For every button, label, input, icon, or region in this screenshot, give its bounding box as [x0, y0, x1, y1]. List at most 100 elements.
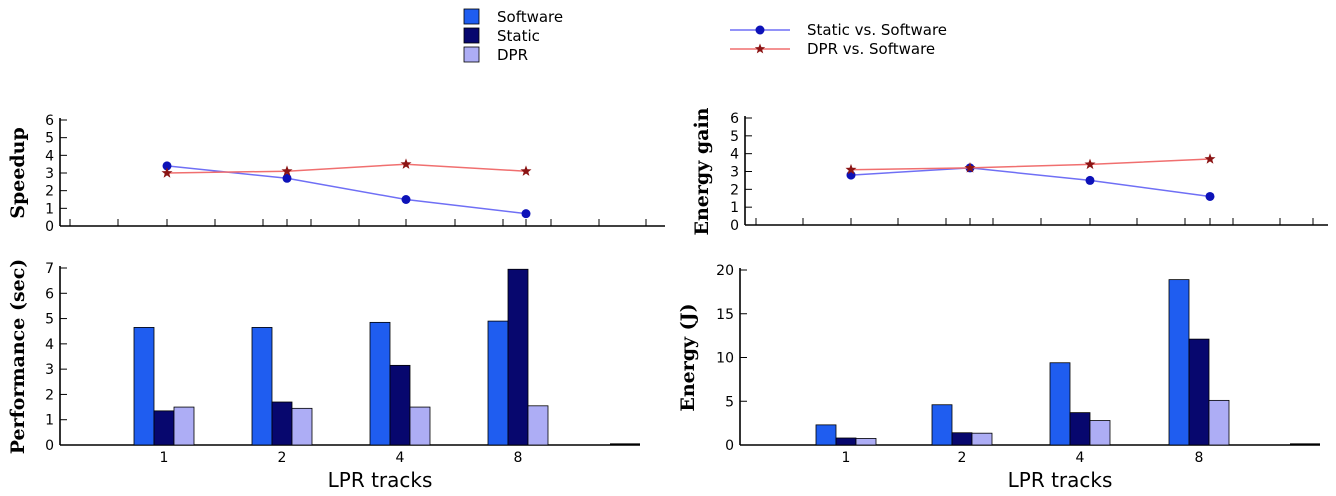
y-tick-label: 6: [45, 286, 54, 302]
y-tick-label: 4: [45, 148, 54, 164]
point-static-vs-software-8: [1205, 191, 1215, 201]
y-tick-label: 1: [45, 201, 54, 217]
point-dpr-vs-software-4: [1084, 158, 1096, 170]
bar-static-8: [1188, 338, 1210, 446]
y-tick-label: 5: [725, 394, 734, 410]
y-tick-label: 20: [716, 263, 734, 279]
y-tick-label: 2: [45, 387, 54, 403]
y-tick-label: 1: [730, 200, 739, 216]
bar-dpr-2: [971, 432, 993, 446]
legend-swatch-software: [463, 8, 480, 25]
y-tick-label: 0: [730, 218, 739, 234]
y-axis-title: Performance (sec): [7, 259, 29, 455]
bar-static-1: [153, 410, 175, 446]
point-dpr-vs-software-1: [845, 163, 857, 175]
legend-label-static: Static: [497, 27, 540, 45]
point-dpr-vs-software-2: [281, 165, 293, 176]
point-static-vs-software-1: [162, 161, 172, 171]
point-dpr-vs-software-2: [964, 162, 976, 173]
legend-label-static-vs-software: Static vs. Software: [807, 21, 947, 39]
y-tick-label: 2: [45, 184, 54, 200]
series-line-dpr-vs-software: [850, 158, 1211, 171]
bar-software-1: [815, 424, 837, 446]
legend-swatch-dpr: [463, 46, 480, 63]
y-tick-label: 0: [45, 438, 54, 454]
y-tick-label: 6: [45, 113, 54, 129]
y-tick-label: 7: [45, 261, 54, 277]
bar-static-1: [835, 437, 857, 446]
bar-dpr-8: [527, 405, 549, 446]
bar-dpr-1: [855, 438, 877, 446]
point-dpr-vs-software-8: [520, 165, 532, 176]
y-tick-label: 4: [730, 147, 739, 163]
legend-marker-static-vs-software: [755, 25, 765, 35]
x-tick-label-2: 2: [958, 450, 967, 466]
y-axis-title: Energy (J): [677, 303, 699, 411]
energy-chart: 0 5 10 15 20 Energy (J) 1 2 4 8 LPR tracks: [677, 263, 1320, 492]
y-tick-label: 2: [730, 182, 739, 198]
bar-static-4: [389, 364, 411, 446]
x-tick-label-1: 1: [160, 450, 169, 466]
point-dpr-vs-software-1: [161, 167, 173, 178]
legend-label-dpr-vs-software: DPR vs. Software: [807, 40, 935, 58]
y-tick-label: 4: [45, 337, 54, 353]
bar-static-2: [271, 401, 293, 446]
point-static-vs-software-2: [282, 173, 292, 183]
series-line-static-vs-software: [166, 165, 527, 215]
bar-static-8: [507, 268, 529, 446]
y-tick-label: 0: [725, 438, 734, 454]
x-axis-title: LPR tracks: [328, 468, 433, 492]
series-line-dpr-vs-software: [166, 163, 527, 174]
x-tick-label-4: 4: [1076, 450, 1085, 466]
x-tick-label-2: 2: [278, 450, 287, 466]
series-static-vs-software: [162, 161, 531, 219]
x-axis-title: LPR tracks: [1008, 468, 1113, 492]
y-tick-label: 5: [730, 129, 739, 145]
bar-dpr-8: [1208, 399, 1230, 446]
y-axis-title: Speedup: [7, 127, 29, 219]
y-tick-label: 10: [716, 351, 734, 367]
x-tick-label-8: 8: [514, 450, 523, 466]
point-dpr-vs-software-8: [1204, 153, 1216, 164]
bar-software-4: [369, 321, 391, 446]
bar-software-1: [133, 327, 155, 446]
bar-dpr-1: [173, 406, 195, 446]
series-dpr-vs-software: [845, 153, 1216, 175]
point-static-vs-software-4: [1085, 175, 1095, 185]
legend-label-dpr: DPR: [497, 46, 528, 64]
series-static-vs-software: [846, 163, 1215, 201]
y-tick-label: 0: [45, 219, 54, 235]
x-tick-label-1: 1: [842, 450, 851, 466]
bar-dpr-4: [1089, 420, 1111, 446]
bar-dpr-2: [291, 407, 313, 446]
y-tick-label: 15: [716, 307, 734, 323]
bar-software-8: [1168, 279, 1190, 446]
legend-marker-dpr-vs-software: [754, 43, 766, 54]
point-static-vs-software-8: [521, 209, 531, 219]
bar-software-4: [1049, 362, 1071, 446]
y-tick-label: 6: [730, 111, 739, 127]
series-line-static-vs-software: [850, 167, 1211, 198]
bar-static-2: [951, 432, 973, 446]
x-tick-label-4: 4: [396, 450, 405, 466]
legend-swatch-static: [463, 27, 480, 44]
point-static-vs-software-4: [401, 195, 411, 204]
y-tick-label: 3: [45, 362, 54, 378]
series-dpr-vs-software: [161, 158, 532, 178]
speedup-chart: 0 12 3 45 6 Speedup: [7, 113, 665, 235]
x-tick-label-8: 8: [1195, 450, 1204, 466]
legend-label-software: Software: [497, 8, 563, 26]
performance-chart: 0 1 2 3 4 5 6 7 Performance (sec) 1 2 4 8 LPR tracks: [7, 259, 640, 492]
bar-dpr-4: [409, 406, 431, 446]
y-tick-label: 1: [45, 413, 54, 429]
y-tick-label: 5: [45, 312, 54, 328]
bar-software-2: [251, 327, 273, 446]
point-dpr-vs-software-4: [400, 158, 412, 169]
bar-software-2: [931, 404, 953, 446]
y-tick-label: 5: [45, 131, 54, 147]
